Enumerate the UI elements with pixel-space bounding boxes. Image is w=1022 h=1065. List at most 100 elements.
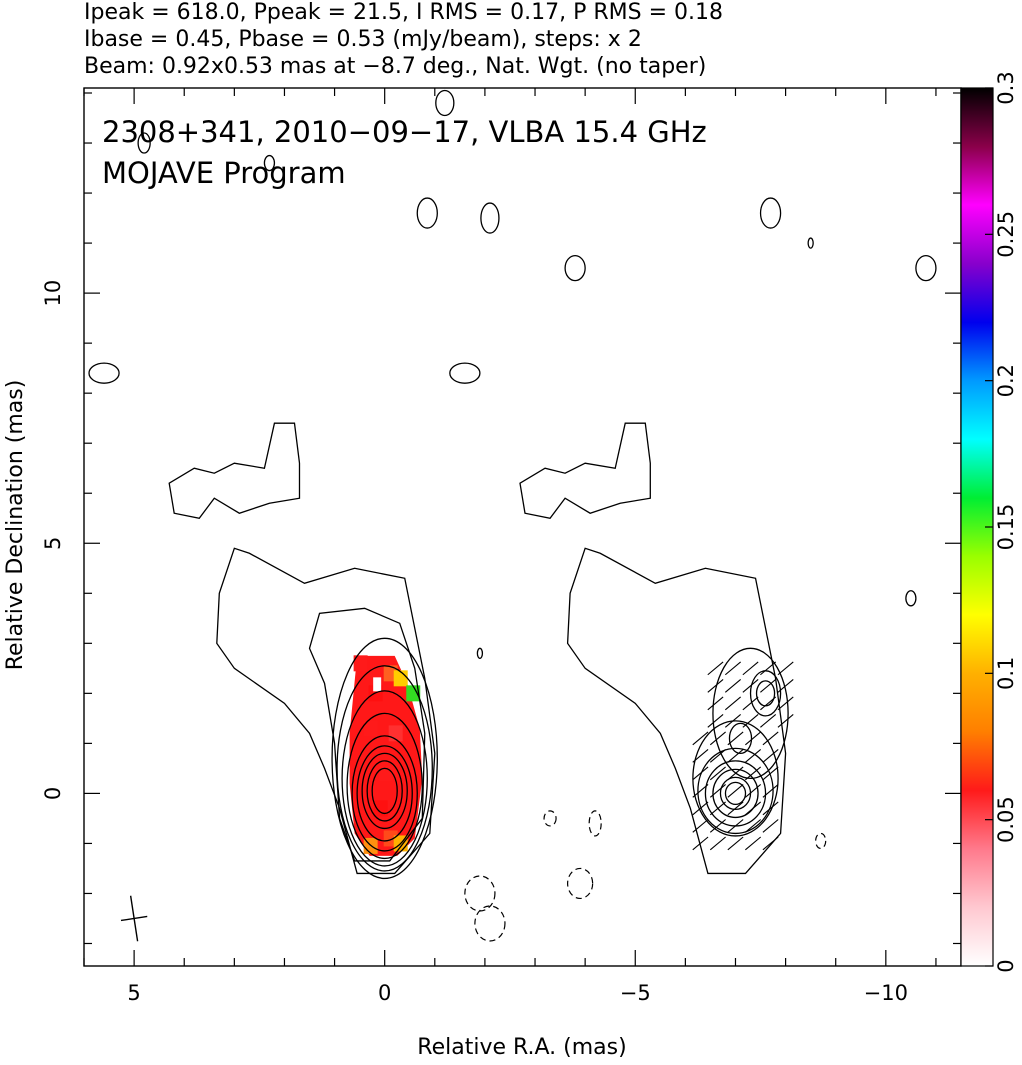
core-contour-5 xyxy=(346,712,423,860)
x-tick-label: −5 xyxy=(620,981,651,1005)
core-contour-6 xyxy=(341,690,428,867)
intensity-contours-left xyxy=(88,89,937,880)
evpa-tick-39 xyxy=(707,714,724,728)
evpa-tick-22 xyxy=(727,766,744,781)
evpa-tick-3 xyxy=(709,836,726,851)
evpa-tick-38 xyxy=(724,714,741,728)
evpa-tick-37 xyxy=(742,714,759,728)
evpa-tick-0 xyxy=(762,836,779,851)
source-title: 2308+341, 2010−09−17, VLBA 15.4 GHz xyxy=(102,115,707,149)
polarization-gap xyxy=(373,677,382,692)
evpa-tick-36 xyxy=(760,714,777,728)
core-contour-3 xyxy=(356,745,413,842)
colorbar-tick-label: 0 xyxy=(994,959,1018,972)
northern-contour-right xyxy=(519,422,651,519)
noise-contour-6 xyxy=(759,197,782,229)
core-contour-7 xyxy=(336,665,433,872)
pol-jet-contour-3 xyxy=(712,647,789,780)
x-axis-label: Relative R.A. (mas) xyxy=(417,1035,626,1060)
second-contour-left xyxy=(308,607,426,862)
evpa-tick-27 xyxy=(727,749,744,763)
colorbar-tick-label: 0.05 xyxy=(994,796,1018,843)
evpa-tick-53 xyxy=(724,661,741,676)
right-panel-polarization xyxy=(519,422,789,875)
negative-contour-5 xyxy=(815,832,827,850)
source-annotation: 2308+341, 2010−09−17, VLBA 15.4 GHz MOJA… xyxy=(102,115,707,190)
colorbar-tick-label: 0.1 xyxy=(994,657,1018,690)
northern-contour-left xyxy=(168,422,301,519)
colorbar-tick-label: 0.2 xyxy=(994,364,1018,397)
evpa-tick-6 xyxy=(745,819,762,833)
x-tick-label: −10 xyxy=(864,981,908,1005)
evpa-tick-30 xyxy=(762,731,779,746)
y-tick-label: 0 xyxy=(41,787,65,800)
noise-contour-5 xyxy=(564,254,586,282)
plot-area xyxy=(88,89,937,942)
negative-contour-1 xyxy=(474,905,506,942)
evpa-tick-28 xyxy=(709,749,726,763)
evpa-tick-42 xyxy=(742,696,759,711)
evpa-tick-40 xyxy=(777,696,794,711)
evpa-tick-16 xyxy=(745,784,762,798)
negative-contour-3 xyxy=(588,810,602,837)
evpa-tick-48 xyxy=(724,678,741,693)
evpa-tick-9 xyxy=(692,819,709,833)
noise-contour-0 xyxy=(137,132,151,154)
noise-contour-12 xyxy=(905,590,917,607)
colorbar-tick-label: 0.3 xyxy=(994,71,1018,104)
evpa-tick-32 xyxy=(727,731,744,746)
noise-contour-11 xyxy=(476,647,484,659)
left-panel-intensity xyxy=(88,89,937,880)
evpa-tick-8 xyxy=(709,819,726,833)
evpa-tick-10 xyxy=(762,801,779,816)
core-contour-8 xyxy=(331,637,438,880)
noise-contour-10 xyxy=(807,237,814,249)
polarization-pixel-8 xyxy=(373,800,388,817)
pol-jet-contour-1 xyxy=(755,680,776,707)
header-line-2: Ibase = 0.45, Pbase = 0.53 (mJy/beam), s… xyxy=(84,27,642,52)
core-contour-2 xyxy=(361,752,408,830)
core-contour-1 xyxy=(366,760,403,822)
noise-contour-4 xyxy=(480,202,500,234)
evpa-tick-47 xyxy=(742,678,759,693)
evpa-tick-29 xyxy=(692,749,709,763)
evpa-tick-4 xyxy=(692,836,709,851)
pol-jet-contour-0 xyxy=(749,670,782,717)
y-tick-label: 10 xyxy=(41,280,65,307)
beam-marker xyxy=(120,895,148,942)
y-axis-ticks: 0 5 10 xyxy=(41,92,961,945)
evpa-tick-19 xyxy=(692,784,709,798)
polarization-core-region xyxy=(349,655,423,856)
evpa-tick-1 xyxy=(745,836,762,851)
header-line-3: Beam: 0.92x0.53 mas at −8.7 deg., Nat. W… xyxy=(84,54,706,79)
evpa-tick-14 xyxy=(692,801,709,816)
evpa-tick-21 xyxy=(745,766,762,781)
core-contour-0 xyxy=(371,767,398,815)
evpa-tick-11 xyxy=(745,801,762,816)
evpa-tick-33 xyxy=(709,731,726,746)
colorbar: 0 0.05 0.1 0.15 0.2 0.25 0.3 xyxy=(960,71,1018,973)
pol-core-contour-5 xyxy=(692,720,779,837)
evpa-tick-49 xyxy=(707,678,724,693)
evpa-tick-23 xyxy=(709,766,726,781)
evpa-tick-52 xyxy=(742,661,759,676)
colorbar-tick-label: 0.25 xyxy=(994,211,1018,258)
evpa-tick-24 xyxy=(692,766,709,781)
polarization-pixel-5 xyxy=(363,720,378,737)
negative-contour-2 xyxy=(567,867,594,900)
beam-minor-axis xyxy=(120,915,148,922)
pol-core-contour-2 xyxy=(712,768,759,819)
evpa-tick-20 xyxy=(762,766,779,781)
evpa-tick-43 xyxy=(724,696,741,711)
negative-contour-4 xyxy=(543,810,557,827)
header-line-1: Ipeak = 618.0, Ppeak = 21.5, I RMS = 0.1… xyxy=(84,0,723,25)
chart-header: Ipeak = 618.0, Ppeak = 21.5, I RMS = 0.1… xyxy=(84,0,723,79)
program-name: MOJAVE Program xyxy=(102,156,346,190)
outer-contour-right xyxy=(566,547,787,875)
evpa-tick-46 xyxy=(760,678,777,693)
noise-contour-2 xyxy=(435,89,455,117)
core-contour-4 xyxy=(351,735,418,852)
negative-contour-0 xyxy=(464,875,496,912)
evpa-tick-12 xyxy=(727,801,744,816)
